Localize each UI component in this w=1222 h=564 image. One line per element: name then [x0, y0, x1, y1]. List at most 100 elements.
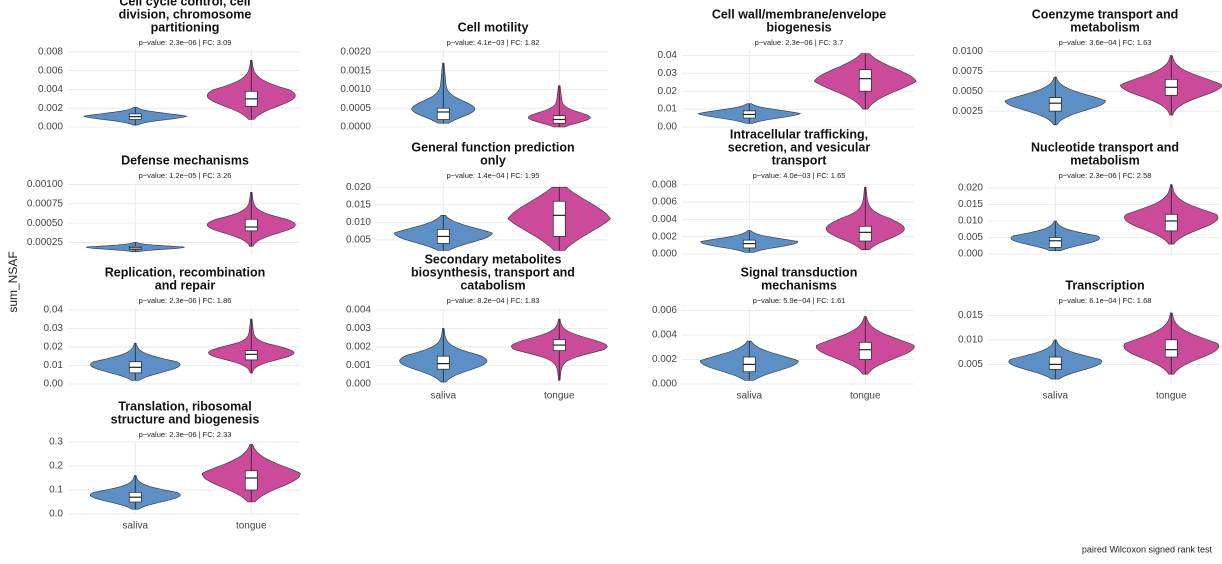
panel-title: biosynthesis, transport and — [411, 265, 575, 279]
panel-title: division, chromosome — [119, 7, 252, 21]
panel-title: mechanisms — [761, 278, 837, 292]
y-tick-label: 0.01 — [658, 104, 678, 115]
y-tick-label: 0.004 — [346, 304, 371, 315]
panel-title: Cell wall/membrane/envelope — [712, 7, 886, 21]
y-tick-label: 0.1 — [49, 485, 63, 496]
y-tick-label: 0.004 — [38, 84, 63, 95]
y-tick-label: 0.010 — [958, 335, 983, 346]
y-tick-label: 0.002 — [346, 342, 371, 353]
panel-annotation: p−value: 4.1e−03 | FC: 1.82 — [447, 38, 540, 47]
box — [1048, 356, 1062, 370]
panel-title: and repair — [155, 278, 216, 292]
y-tick-label: 0.020 — [958, 183, 983, 194]
panel-title: only — [480, 153, 506, 167]
x-tick-label: saliva — [430, 391, 456, 402]
panel-title: Cell cycle control, cell — [119, 0, 250, 8]
y-tick-label: 0.0010 — [340, 84, 371, 95]
panel-title: Cell motility — [458, 20, 529, 34]
x-tick-label: tongue — [1156, 391, 1187, 402]
panel-annotation: p−value: 4.0e−03 | FC: 1.65 — [753, 171, 846, 180]
y-tick-label: 0.2 — [49, 461, 63, 472]
panel-annotation: p−value: 2.3e−06 | FC: 2.33 — [139, 430, 232, 439]
y-tick-label: 0.000 — [652, 249, 677, 260]
y-tick-label: 0.0100 — [952, 46, 983, 57]
panel-title: General function prediction — [411, 140, 574, 154]
y-tick-label: 0.3 — [49, 437, 63, 448]
box — [244, 218, 258, 232]
y-tick-label: 0.000 — [958, 249, 983, 260]
box — [436, 107, 450, 120]
panel-annotation: p−value: 5.9e−04 | FC: 1.61 — [753, 296, 846, 305]
y-tick-label: 0.006 — [652, 305, 677, 316]
box — [244, 470, 258, 491]
panel-annotation: p−value: 8.2e−04 | FC: 1.83 — [447, 296, 540, 305]
y-tick-label: 0.0020 — [340, 47, 371, 58]
box — [1164, 339, 1178, 358]
y-tick-label: 0.00075 — [27, 198, 64, 209]
y-tick-label: 0.00100 — [27, 179, 64, 190]
y-tick-label: 0.002 — [652, 354, 677, 365]
y-tick-label: 0.000 — [652, 379, 677, 390]
y-tick-label: 0.0 — [49, 509, 63, 520]
panel-title: structure and biogenesis — [111, 412, 260, 426]
panel-title: Defense mechanisms — [121, 153, 249, 167]
y-tick-label: 0.005 — [346, 235, 371, 246]
panel-annotation: p−value: 3.6e−04 | FC: 1.63 — [1059, 38, 1152, 47]
x-tick-label: tongue — [544, 391, 575, 402]
panel-title: Coenzyme transport and — [1032, 7, 1179, 21]
y-tick-label: 0.003 — [346, 323, 371, 334]
panel-title: secretion, and vesicular — [728, 140, 871, 154]
box — [1048, 237, 1062, 248]
y-tick-label: 0.010 — [346, 217, 371, 228]
panel-title: Nucleotide transport and — [1031, 140, 1179, 154]
y-tick-label: 0.004 — [652, 330, 677, 341]
y-tick-label: 0.02 — [44, 342, 64, 353]
y-tick-label: 0.001 — [346, 360, 371, 371]
box — [858, 341, 872, 360]
panel-annotation: p−value: 2.3e−06 | FC: 1.86 — [139, 296, 232, 305]
panel-title: Replication, recombination — [105, 265, 265, 279]
y-tick-label: 0.0000 — [340, 122, 371, 133]
x-tick-label: saliva — [1042, 391, 1068, 402]
panel-title: Intracellular trafficking, — [730, 127, 868, 141]
y-tick-label: 0.02 — [658, 86, 678, 97]
panel-title: partitioning — [151, 20, 220, 34]
y-tick-label: 0.008 — [652, 179, 677, 190]
y-tick-label: 0.010 — [958, 216, 983, 227]
panel-title: Translation, ribosomal — [118, 399, 251, 413]
y-tick-label: 0.002 — [38, 103, 63, 114]
box — [436, 355, 450, 370]
y-tick-label: 0.0050 — [952, 86, 983, 97]
y-axis-label: sum_NSAF — [6, 251, 20, 312]
box — [858, 225, 872, 242]
y-tick-label: 0.00 — [658, 122, 678, 133]
y-tick-label: 0.01 — [44, 360, 64, 371]
y-tick-label: 0.006 — [38, 65, 63, 76]
panel-title: biogenesis — [766, 20, 831, 34]
y-tick-label: 0.015 — [346, 199, 371, 210]
y-tick-label: 0.00 — [44, 379, 64, 390]
y-tick-label: 0.0025 — [952, 106, 983, 117]
y-tick-label: 0.03 — [44, 323, 64, 334]
y-tick-label: 0.005 — [958, 232, 983, 243]
box — [552, 200, 566, 237]
x-tick-label: saliva — [736, 391, 762, 402]
y-tick-label: 0.0075 — [952, 66, 983, 77]
y-tick-label: 0.000 — [346, 379, 371, 390]
x-tick-label: tongue — [850, 391, 881, 402]
panel-annotation: p−value: 2.3e−06 | FC: 2.58 — [1059, 171, 1152, 180]
caption: paired Wilcoxon signed rank test — [1082, 544, 1213, 554]
y-tick-label: 0.005 — [958, 359, 983, 370]
y-tick-label: 0.00025 — [27, 237, 64, 248]
y-tick-label: 0.020 — [346, 182, 371, 193]
panel-title: Transcription — [1065, 278, 1144, 292]
y-tick-label: 0.0005 — [340, 103, 371, 114]
x-tick-label: tongue — [236, 521, 267, 532]
panel-title: Secondary metabolites — [425, 252, 562, 266]
y-tick-label: 0.000 — [38, 122, 63, 133]
y-tick-label: 0.04 — [44, 304, 64, 315]
y-tick-label: 0.04 — [658, 50, 678, 61]
y-tick-label: 0.008 — [38, 47, 63, 58]
box — [858, 69, 872, 92]
